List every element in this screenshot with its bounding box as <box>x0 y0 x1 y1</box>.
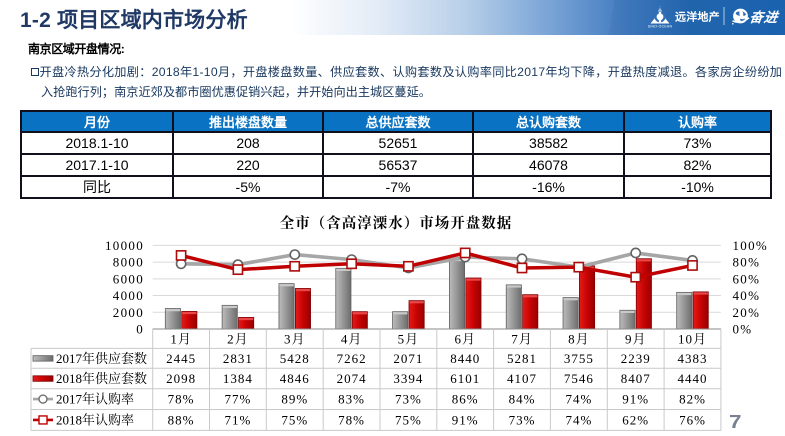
svg-text:7546: 7546 <box>564 371 594 386</box>
svg-text:4000: 4000 <box>113 288 144 303</box>
svg-text:3394: 3394 <box>393 371 423 386</box>
svg-text:2071: 2071 <box>393 351 423 366</box>
svg-text:60%: 60% <box>733 271 761 286</box>
svg-text:5428: 5428 <box>280 351 310 366</box>
svg-text:5月: 5月 <box>398 332 420 347</box>
svg-text:0: 0 <box>136 322 144 337</box>
svg-text:5281: 5281 <box>507 351 537 366</box>
svg-text:4107: 4107 <box>507 371 537 386</box>
svg-text:75%: 75% <box>395 412 422 427</box>
svg-text:8440: 8440 <box>450 351 480 366</box>
svg-text:73%: 73% <box>395 392 422 407</box>
svg-text:全市（含高淳溧水）市场开盘数据: 全市（含高淳溧水）市场开盘数据 <box>280 214 513 232</box>
svg-text:91%: 91% <box>452 412 479 427</box>
svg-text:89%: 89% <box>281 392 308 407</box>
svg-text:82%: 82% <box>679 392 706 407</box>
svg-text:74%: 74% <box>565 392 592 407</box>
svg-text:71%: 71% <box>224 412 251 427</box>
svg-text:6101: 6101 <box>450 371 480 386</box>
svg-text:86%: 86% <box>452 392 479 407</box>
svg-text:73%: 73% <box>509 412 536 427</box>
svg-text:4440: 4440 <box>678 371 708 386</box>
svg-text:91%: 91% <box>622 392 649 407</box>
svg-text:100%: 100% <box>733 238 769 253</box>
svg-text:78%: 78% <box>168 392 195 407</box>
svg-text:2239: 2239 <box>621 351 651 366</box>
svg-text:0%: 0% <box>733 322 753 337</box>
svg-text:8407: 8407 <box>621 371 651 386</box>
svg-text:2018年供应套数: 2018年供应套数 <box>56 371 147 386</box>
svg-text:83%: 83% <box>338 392 365 407</box>
svg-text:奋进: 奋进 <box>748 10 780 25</box>
svg-text:76%: 76% <box>679 412 706 427</box>
svg-text:7262: 7262 <box>337 351 367 366</box>
svg-text:1月: 1月 <box>170 332 192 347</box>
svg-text:4383: 4383 <box>678 351 708 366</box>
svg-text:2098: 2098 <box>166 371 196 386</box>
svg-text:74%: 74% <box>565 412 592 427</box>
svg-text:2000: 2000 <box>113 305 144 320</box>
svg-text:10月: 10月 <box>678 332 707 347</box>
svg-text:78%: 78% <box>338 412 365 427</box>
svg-text:SINO-OCEAN: SINO-OCEAN <box>648 25 673 29</box>
svg-text:4月: 4月 <box>341 332 363 347</box>
svg-text:2074: 2074 <box>337 371 367 386</box>
svg-text:84%: 84% <box>509 392 536 407</box>
svg-text:8000: 8000 <box>113 255 144 270</box>
svg-text:4846: 4846 <box>280 371 310 386</box>
svg-text:75%: 75% <box>281 412 308 427</box>
svg-text:20%: 20% <box>733 305 761 320</box>
svg-text:8月: 8月 <box>568 332 590 347</box>
svg-text:88%: 88% <box>168 412 195 427</box>
svg-text:2017年供应套数: 2017年供应套数 <box>56 351 147 366</box>
svg-text:2445: 2445 <box>166 351 196 366</box>
svg-text:7月: 7月 <box>511 332 533 347</box>
svg-text:10000: 10000 <box>105 238 144 253</box>
svg-text:3755: 3755 <box>564 351 594 366</box>
svg-text:2月: 2月 <box>227 332 249 347</box>
svg-text:9月: 9月 <box>625 332 647 347</box>
svg-text:6000: 6000 <box>113 271 144 286</box>
svg-text:62%: 62% <box>622 412 649 427</box>
svg-text:80%: 80% <box>733 255 761 270</box>
svg-text:2018年认购率: 2018年认购率 <box>56 412 134 427</box>
svg-text:远洋地产: 远洋地产 <box>675 10 720 24</box>
svg-text:1384: 1384 <box>223 371 253 386</box>
svg-text:2831: 2831 <box>223 351 253 366</box>
svg-text:40%: 40% <box>733 288 761 303</box>
svg-text:2017年认购率: 2017年认购率 <box>56 392 134 407</box>
svg-text:3月: 3月 <box>284 332 306 347</box>
svg-text:6月: 6月 <box>454 332 476 347</box>
svg-text:77%: 77% <box>224 392 251 407</box>
